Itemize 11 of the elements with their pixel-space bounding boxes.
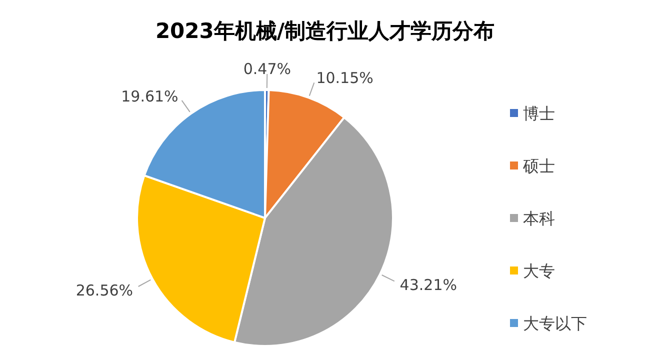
data-label: 26.56% (76, 281, 134, 300)
legend-label: 博士 (523, 104, 555, 123)
data-label: 0.47% (243, 60, 292, 78)
legend-label: 大专 (523, 262, 555, 280)
chart-title: 2023年机械/制造行业人才学历分布 (155, 19, 495, 43)
legend-label: 大专以下 (523, 314, 587, 333)
legend-label: 本科 (523, 209, 555, 228)
legend-label: 硕士 (522, 156, 555, 176)
data-label: 10.15% (316, 69, 374, 88)
data-label: 19.61% (121, 88, 178, 106)
data-label: 43.21% (400, 276, 458, 294)
